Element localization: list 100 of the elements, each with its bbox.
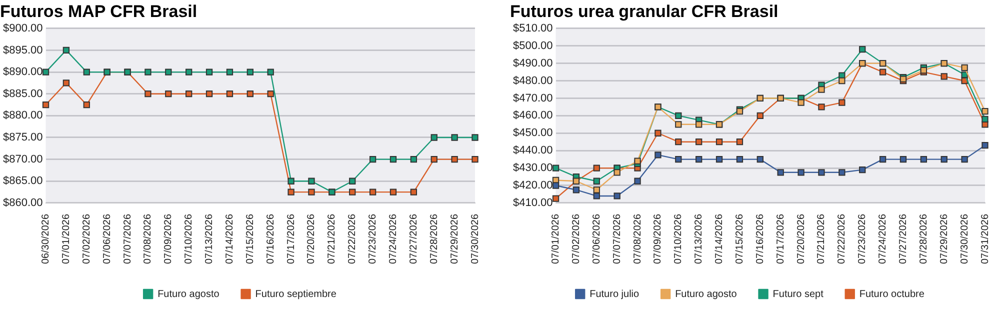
point: [83, 101, 90, 108]
point: [308, 178, 315, 184]
point: [696, 156, 702, 163]
x-tick-label: 07/21/2026: [326, 214, 338, 264]
y-tick-label: $880.00: [2, 110, 43, 122]
y-tick-label: $420.00: [512, 180, 553, 192]
point: [369, 156, 376, 163]
legend-label: Futuro septiembre: [255, 288, 337, 300]
y-tick-label: $865.00: [2, 175, 43, 188]
point: [982, 108, 988, 115]
point: [940, 73, 948, 80]
x-tick-label: 07/21/2026: [816, 214, 828, 264]
point: [756, 156, 764, 163]
y-tick-label: $870.00: [2, 153, 43, 166]
x-tick-label: 07/23/2026: [368, 214, 379, 264]
point: [451, 156, 458, 163]
y-tick-label: $410.00: [512, 196, 553, 209]
point: [186, 68, 192, 76]
x-tick-label: 07/09/2026: [652, 214, 664, 264]
point: [961, 156, 968, 163]
point: [675, 156, 682, 163]
x-tick-label: 07/14/2026: [224, 214, 236, 264]
x-tick-label: 07/09/2026: [163, 214, 174, 264]
x-tick-label: 07/15/2026: [734, 214, 746, 264]
x-tick-label: 07/30/2026: [959, 214, 970, 264]
point: [410, 156, 418, 163]
point: [288, 178, 294, 184]
y-tick-label: $460.00: [512, 110, 553, 122]
point: [246, 68, 254, 76]
x-tick-label: 07/02/2026: [81, 214, 92, 264]
point: [593, 186, 600, 194]
point: [634, 178, 641, 184]
x-tick-label: 07/20/2026: [306, 214, 318, 264]
point: [696, 138, 702, 146]
point: [430, 134, 438, 141]
x-tick-label: 07/07/2026: [612, 214, 623, 264]
point: [961, 64, 968, 72]
point: [654, 152, 662, 158]
point: [206, 68, 213, 76]
point: [572, 186, 580, 194]
point: [308, 188, 315, 196]
legend-label: Futuro sept: [772, 288, 824, 300]
x-tick-label: 07/20/2026: [796, 214, 807, 264]
point: [369, 188, 376, 196]
point: [696, 121, 702, 128]
x-tick-label: 07/06/2026: [102, 214, 113, 264]
y-tick-label: $450.00: [512, 127, 553, 140]
point: [838, 77, 846, 84]
point: [798, 169, 804, 176]
x-tick-label: 07/15/2026: [244, 214, 256, 264]
chart-title: Futuros urea granular CFR Brasil: [510, 2, 778, 21]
y-tick-label: $500.00: [512, 40, 553, 52]
point: [961, 71, 968, 78]
point: [552, 182, 560, 189]
point: [900, 156, 907, 163]
point: [144, 68, 152, 76]
x-tick-label: 07/08/2026: [632, 214, 644, 264]
x-tick-label: 07/08/2026: [142, 214, 154, 264]
point: [206, 90, 213, 98]
point: [552, 195, 560, 202]
x-tick-label: 07/23/2026: [857, 214, 868, 264]
point: [838, 169, 846, 176]
point: [614, 192, 620, 200]
point: [675, 112, 682, 120]
x-tick-label: 07/17/2026: [286, 214, 297, 264]
x-tick-label: 07/14/2026: [714, 214, 726, 264]
point: [716, 138, 723, 146]
point: [982, 142, 988, 149]
y-tick-label: $885.00: [2, 88, 43, 100]
legend-label: Futuro agosto: [158, 288, 220, 300]
y-tick-label: $440.00: [512, 144, 553, 157]
point: [716, 156, 723, 163]
point: [736, 138, 744, 146]
y-tick-label: $875.00: [2, 132, 43, 144]
point: [430, 156, 438, 163]
point: [593, 164, 600, 172]
x-tick-label: 07/22/2026: [347, 214, 358, 264]
point: [552, 164, 560, 172]
point: [165, 68, 172, 76]
x-tick-label: 07/27/2026: [898, 214, 909, 264]
point: [246, 90, 254, 98]
point: [472, 134, 478, 141]
point: [859, 46, 866, 53]
point: [349, 188, 356, 196]
y-tick-label: $890.00: [2, 66, 43, 78]
point: [451, 134, 458, 141]
y-tick-label: $430.00: [512, 162, 553, 174]
y-tick-label: $860.00: [2, 196, 43, 209]
point: [472, 156, 478, 163]
point: [654, 130, 662, 136]
x-tick-label: 07/27/2026: [408, 214, 420, 264]
point: [62, 46, 70, 54]
point: [940, 156, 948, 163]
chart-title: Futuros MAP CFR Brasil: [0, 2, 198, 21]
point: [838, 99, 846, 106]
x-tick-label: 07/24/2026: [388, 214, 399, 264]
x-tick-label: 07/29/2026: [938, 214, 950, 264]
point: [165, 90, 172, 98]
x-tick-label: 07/01/2026: [60, 214, 72, 264]
point: [756, 112, 764, 120]
